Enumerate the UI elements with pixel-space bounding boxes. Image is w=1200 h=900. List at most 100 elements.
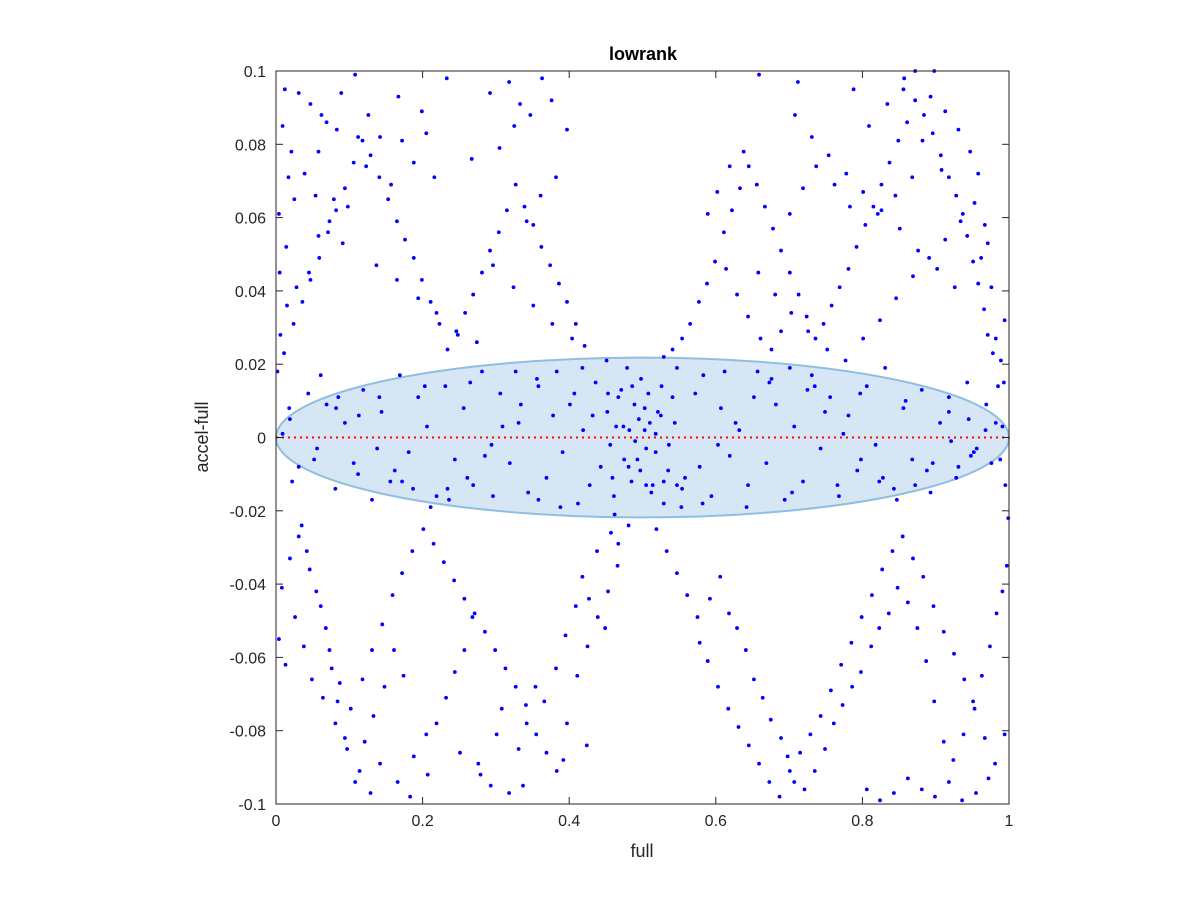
data-point bbox=[362, 739, 367, 744]
data-point bbox=[319, 113, 324, 117]
data-point bbox=[585, 644, 590, 649]
data-point bbox=[377, 175, 382, 180]
data-point bbox=[952, 651, 956, 656]
x-tick-label: 0.8 bbox=[851, 813, 873, 830]
data-point bbox=[905, 120, 910, 125]
data-point bbox=[478, 772, 483, 777]
data-point bbox=[993, 336, 998, 341]
data-point bbox=[688, 321, 693, 326]
data-point bbox=[411, 486, 415, 491]
data-point bbox=[809, 373, 814, 378]
data-point bbox=[796, 292, 801, 297]
data-point bbox=[960, 798, 964, 803]
data-point bbox=[316, 149, 321, 154]
data-point bbox=[675, 571, 679, 576]
data-point bbox=[351, 461, 356, 466]
data-point bbox=[779, 248, 783, 253]
data-point bbox=[886, 611, 891, 616]
data-point bbox=[296, 534, 301, 539]
data-point bbox=[491, 263, 495, 268]
data-point bbox=[760, 695, 765, 700]
data-point bbox=[534, 732, 539, 737]
data-point bbox=[608, 442, 613, 447]
data-point bbox=[361, 387, 366, 392]
data-point bbox=[768, 717, 773, 722]
data-point bbox=[823, 409, 827, 414]
data-point bbox=[406, 450, 411, 455]
data-point bbox=[972, 706, 977, 711]
data-point bbox=[471, 483, 476, 488]
data-point bbox=[636, 417, 641, 422]
data-point bbox=[392, 648, 396, 652]
data-point bbox=[785, 754, 790, 759]
data-point bbox=[356, 135, 360, 139]
data-point bbox=[930, 131, 935, 136]
data-point bbox=[976, 171, 981, 176]
data-point bbox=[488, 91, 492, 95]
data-point bbox=[863, 223, 868, 227]
data-point bbox=[425, 772, 430, 777]
data-point bbox=[629, 479, 634, 484]
data-point bbox=[434, 310, 439, 315]
data-point bbox=[524, 219, 529, 224]
data-point bbox=[850, 684, 855, 689]
data-point bbox=[580, 574, 585, 579]
data-point bbox=[826, 153, 831, 158]
data-point bbox=[443, 384, 448, 389]
data-point bbox=[727, 164, 732, 169]
data-point bbox=[411, 754, 416, 759]
data-point bbox=[379, 409, 384, 414]
data-point bbox=[568, 402, 572, 407]
data-point bbox=[894, 296, 899, 301]
data-point bbox=[985, 241, 990, 246]
data-point bbox=[593, 380, 598, 385]
data-point bbox=[804, 314, 809, 319]
data-point bbox=[998, 457, 1003, 462]
data-point bbox=[324, 120, 329, 125]
y-tick-label: 0.1 bbox=[244, 64, 266, 81]
data-point bbox=[697, 299, 701, 304]
data-point bbox=[979, 673, 984, 678]
data-point bbox=[337, 681, 342, 685]
y-tick-label: 0.04 bbox=[235, 284, 266, 301]
data-point bbox=[554, 769, 559, 773]
data-point bbox=[307, 567, 312, 572]
data-point bbox=[644, 483, 649, 488]
data-point bbox=[718, 574, 723, 579]
data-point bbox=[401, 673, 406, 678]
x-axis-label: full bbox=[630, 841, 653, 861]
data-point bbox=[615, 563, 620, 568]
data-point bbox=[1000, 424, 1005, 429]
data-point bbox=[697, 464, 702, 469]
data-point bbox=[896, 138, 901, 143]
data-point bbox=[630, 384, 635, 389]
data-point bbox=[461, 406, 466, 411]
data-point bbox=[960, 212, 965, 216]
data-point bbox=[666, 468, 671, 473]
y-tick-label: -0.02 bbox=[230, 504, 267, 521]
data-point bbox=[956, 127, 961, 132]
data-point bbox=[332, 197, 336, 202]
data-point bbox=[828, 395, 833, 400]
data-point bbox=[561, 758, 566, 762]
data-point bbox=[779, 329, 783, 334]
data-point bbox=[518, 402, 523, 407]
data-point bbox=[516, 420, 521, 425]
data-point bbox=[871, 204, 876, 209]
data-point bbox=[318, 373, 323, 378]
data-point bbox=[727, 453, 732, 458]
data-point bbox=[318, 604, 323, 608]
data-point bbox=[814, 164, 819, 169]
data-point bbox=[317, 256, 322, 260]
data-point bbox=[971, 699, 975, 704]
data-point bbox=[468, 380, 473, 385]
data-point bbox=[910, 175, 915, 180]
data-point bbox=[275, 369, 280, 374]
data-point bbox=[286, 175, 291, 180]
data-point bbox=[812, 769, 817, 773]
data-point bbox=[701, 373, 706, 378]
data-point bbox=[924, 659, 929, 663]
data-point bbox=[454, 329, 459, 334]
data-point bbox=[966, 417, 971, 422]
